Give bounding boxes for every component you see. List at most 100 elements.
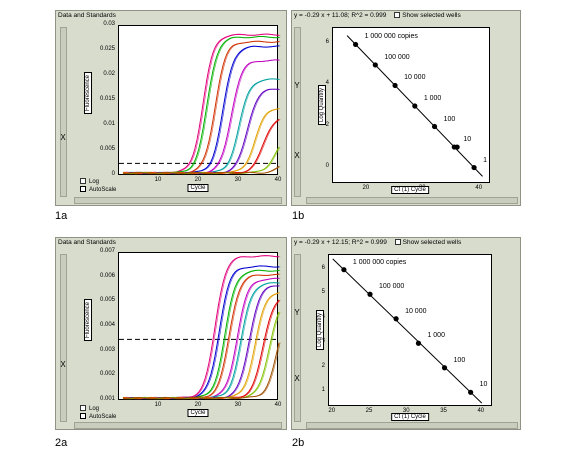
x-tick-label: 25: [365, 408, 373, 414]
y-axis-label: Log Quantity: [316, 309, 325, 351]
x-tick-label: 40: [477, 408, 485, 414]
amplification-curve-replicate: [124, 292, 281, 399]
panel-label-2b: 2b: [292, 437, 305, 449]
standard-label: 1: [483, 156, 487, 164]
standard-label: 10: [479, 381, 488, 389]
y-axis-label: Log Quantity: [318, 84, 327, 126]
y-axis-label: Fluorescence: [84, 298, 93, 342]
amplification-curve: [122, 292, 280, 400]
log-checkbox[interactable]: Log: [80, 405, 116, 413]
standard-label: 100: [443, 115, 456, 123]
regression-equation: y = -0.29 x + 12.15; R^2 = 0.999: [294, 239, 387, 246]
y-tick-label: 0.01: [103, 121, 115, 127]
show-selected-wells-checkbox[interactable]: [394, 239, 401, 246]
standard-point: [468, 389, 474, 395]
standard-point: [352, 41, 359, 48]
x-tick-label: 30: [234, 402, 242, 408]
y-tick-label: 4: [325, 80, 329, 87]
amplification-curve-replicate: [124, 278, 281, 399]
amplification-curve: [122, 40, 280, 175]
x-axis-button[interactable]: X: [294, 374, 300, 383]
x-axis-label: Ct (1) Cycle: [391, 413, 429, 421]
amplification-panel-1a: Data and Standards X 0.03 0.025 0.02 0.015 0…: [55, 10, 287, 206]
amplification-curve: [122, 36, 280, 175]
autoscale-checkbox[interactable]: AutoScale: [80, 413, 116, 421]
standard-curve-panel-2b: y = -0.29 x + 12.15; R^2 = 0.999 Show se…: [291, 237, 521, 430]
amplification-curve: [122, 45, 280, 175]
y-tick-label: 6: [321, 264, 325, 271]
standard-curve-panel-1b: y = -0.29 x + 11.08; R^2 = 0.999 Show se…: [291, 10, 521, 206]
y-tick-label: 0.007: [99, 248, 115, 254]
panel-title: Data and Standards: [58, 239, 116, 246]
amplification-curve: [122, 78, 280, 175]
panel-label-2a: 2a: [55, 437, 68, 449]
standard-label: 1 000 000 copies: [364, 33, 418, 41]
amplification-curve-replicate: [124, 342, 281, 399]
y-tick-label: 0.003: [99, 346, 115, 353]
amplification-chart-1a: [119, 33, 281, 175]
x-axis-label: Ct (1) Cycle: [391, 186, 429, 194]
scale-options: Log AutoScale: [80, 405, 116, 421]
x-tick-label: 40: [475, 185, 483, 191]
standard-point: [412, 103, 418, 109]
panel-title: Data and Standards: [58, 12, 116, 19]
x-tick-label: 30: [234, 177, 242, 183]
y-tick-label: 0.004: [99, 322, 115, 328]
bottom-scrollbar[interactable]: [306, 197, 518, 204]
y-tick-label: 0.025: [99, 46, 115, 52]
x-tick-label: 20: [328, 408, 336, 414]
fit-line: [332, 258, 483, 404]
standard-point: [471, 164, 477, 171]
equation-bar: y = -0.29 x + 12.15; R^2 = 0.999 Show se…: [292, 238, 520, 248]
standard-label: 100 000: [384, 53, 410, 61]
y-axis-button[interactable]: Y: [294, 308, 300, 317]
amplification-curve-replicate: [124, 299, 281, 399]
y-tick-label: 0.005: [99, 297, 115, 304]
amplification-plot-2a: [118, 252, 281, 400]
y-tick-label: 0: [111, 171, 115, 177]
log-checkbox[interactable]: Log: [80, 178, 116, 186]
y-axis-button[interactable]: Y: [294, 81, 300, 90]
standard-label: 1 000: [423, 95, 442, 102]
amplification-curve-replicate: [124, 119, 281, 174]
y-tick-label: 0.002: [99, 371, 115, 378]
left-ruler[interactable]: [60, 254, 67, 422]
y-tick-label: 0.006: [99, 272, 115, 279]
bottom-scrollbar[interactable]: [74, 197, 282, 204]
y-tick-label: 0.001: [99, 396, 115, 402]
x-axis-label: Cycle: [187, 184, 209, 192]
amplification-curve: [122, 265, 280, 400]
show-selected-wells-checkbox[interactable]: [394, 12, 401, 19]
bottom-scrollbar[interactable]: [306, 422, 518, 429]
y-tick-label: 0.02: [103, 71, 115, 77]
panel-label-1a: 1a: [55, 210, 68, 222]
amplification-curve: [122, 269, 280, 400]
y-tick-label: 0.015: [99, 96, 115, 102]
x-axis-button[interactable]: X: [60, 133, 66, 142]
left-ruler[interactable]: [294, 27, 301, 197]
standard-curve-chart-2b: [332, 258, 483, 404]
y-tick-label: 0.03: [103, 21, 115, 27]
show-selected-wells-label: Show selected wells: [402, 12, 461, 19]
amplification-curve-replicate: [124, 146, 281, 174]
x-axis-button[interactable]: X: [60, 360, 66, 369]
x-tick-label: 20: [194, 402, 202, 408]
y-tick-label: 0: [325, 162, 329, 169]
standard-point: [441, 365, 448, 371]
left-ruler[interactable]: [60, 27, 67, 197]
standard-label: 100: [453, 356, 466, 364]
regression-equation: y = -0.29 x + 11.08; R^2 = 0.999: [294, 12, 387, 19]
equation-bar: y = -0.29 x + 11.08; R^2 = 0.999 Show se…: [292, 11, 520, 21]
x-tick-label: 40: [274, 177, 282, 183]
standard-curve-chart-1b: [346, 35, 483, 177]
autoscale-checkbox[interactable]: AutoScale: [80, 186, 116, 194]
y-tick-label: 0.005: [99, 146, 115, 152]
bottom-scrollbar[interactable]: [74, 422, 282, 429]
left-ruler[interactable]: [294, 254, 301, 422]
x-axis-button[interactable]: X: [294, 151, 300, 160]
scale-options: Log AutoScale: [80, 178, 116, 194]
amplification-panel-2a: Data and Standards X 0.007 0.006 0.005 0.00…: [55, 237, 287, 430]
x-tick-label: 40: [274, 402, 282, 408]
amplification-curve-replicate: [124, 265, 281, 399]
y-axis-label: Fluorescence: [84, 71, 93, 115]
